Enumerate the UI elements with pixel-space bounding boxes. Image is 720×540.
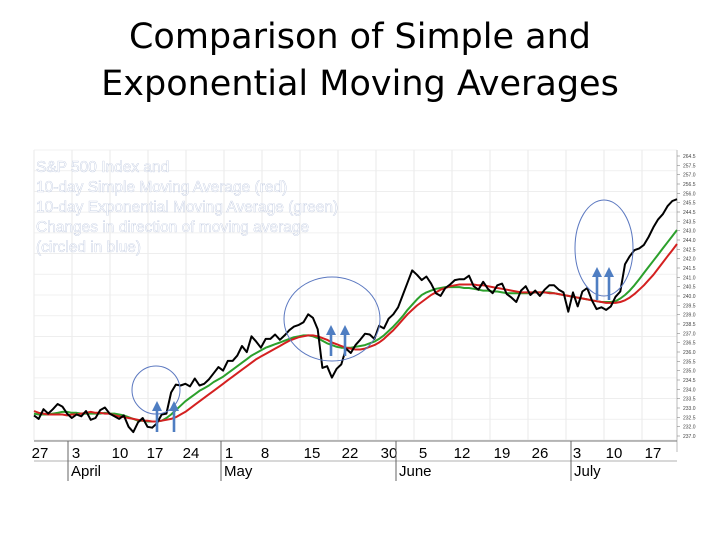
chart-series <box>33 198 678 434</box>
price-tick-label: 235.5 <box>683 359 696 365</box>
price-tick-label: 235.0 <box>683 369 696 375</box>
price-tick-label: 244.0 <box>683 238 696 244</box>
day-tick-label: 12 <box>454 445 471 462</box>
price-tick-label: 232.5 <box>683 415 696 421</box>
circle-july <box>574 199 634 297</box>
price-tick-label: 256.5 <box>683 182 696 188</box>
price-tick-label: 233.5 <box>683 397 696 403</box>
day-tick-label: 24 <box>183 445 200 462</box>
direction-change-arrow <box>152 401 162 432</box>
price-tick-label: 243.5 <box>683 219 696 225</box>
arrow-head <box>340 325 350 335</box>
month-tick-label: June <box>399 463 432 480</box>
price-tick-label: 242.5 <box>683 247 696 253</box>
price-tick-label: 237.0 <box>683 331 696 337</box>
day-tick-label: 10 <box>606 445 623 462</box>
slide-title: Comparison of Simple and Exponential Mov… <box>0 14 720 108</box>
day-tick-label: 17 <box>645 445 662 462</box>
direction-change-arrow <box>326 325 336 356</box>
day-tick-label: 19 <box>494 445 511 462</box>
price-tick-label: 257.5 <box>683 163 696 169</box>
circle-may <box>283 276 381 362</box>
price-tick-label: 238.5 <box>683 322 696 328</box>
price-tick-label: 243.0 <box>683 229 696 235</box>
price-tick-label: 233.0 <box>683 406 696 412</box>
legend-line-5: (circled in blue) <box>36 239 141 256</box>
chart-grid <box>33 149 678 452</box>
price-tick-label: 236.5 <box>683 341 696 347</box>
arrow-head <box>326 325 336 335</box>
legend-line-2: 10-day Simple Moving Average (red) <box>36 179 287 196</box>
price-tick-label: 239.5 <box>683 303 696 309</box>
arrow-head <box>592 267 602 277</box>
sp500-index-line <box>33 198 678 434</box>
price-tick-label: 239.0 <box>683 313 696 319</box>
day-tick-label: 30 <box>381 445 398 462</box>
month-tick-label: May <box>224 463 253 480</box>
price-tick-label: 241.5 <box>683 266 696 272</box>
chart-image-frame <box>32 148 697 481</box>
price-tick-label: 257.0 <box>683 173 696 179</box>
price-tick-label: 245.5 <box>683 201 696 207</box>
price-tick-label: 240.0 <box>683 294 696 300</box>
month-tick-label: July <box>574 463 601 480</box>
direction-change-arrow <box>592 267 602 300</box>
month-tick-label: April <box>71 463 101 480</box>
direction-change-arrow <box>604 267 614 300</box>
day-tick-label: 1 <box>225 445 233 462</box>
legend-line-4: Changes in direction of moving average <box>36 219 309 236</box>
price-tick-label: 232.0 <box>683 425 696 431</box>
arrow-head <box>604 267 614 277</box>
day-tick-label: 3 <box>72 445 80 462</box>
slide-title-line-1: Comparison of Simple and <box>128 17 592 57</box>
day-tick-label: 17 <box>147 445 164 462</box>
price-tick-label: 236.0 <box>683 350 696 356</box>
direction-change-highlights <box>131 199 634 432</box>
price-tick-label: 234.0 <box>683 387 696 393</box>
price-tick-label: 244.5 <box>683 210 696 216</box>
day-tick-label: 26 <box>532 445 549 462</box>
direction-change-arrow <box>169 401 179 432</box>
arrow-head <box>152 401 162 411</box>
day-tick-label: 27 <box>32 445 49 462</box>
day-tick-label: 5 <box>419 445 427 462</box>
direction-change-arrow <box>340 325 350 356</box>
day-tick-label: 3 <box>573 445 581 462</box>
price-tick-label: 237.0 <box>683 434 696 440</box>
arrow-head <box>169 401 179 411</box>
day-tick-label: 8 <box>261 445 269 462</box>
day-tick-label: 22 <box>342 445 359 462</box>
day-tick-label: 15 <box>304 445 321 462</box>
chart-legend: S&P 500 Index and 10-day Simple Moving Av… <box>36 159 339 256</box>
legend-line-1: S&P 500 Index and <box>36 159 169 176</box>
price-tick-label: 234.5 <box>683 378 696 384</box>
price-tick-label: 240.5 <box>683 285 696 291</box>
day-tick-label: 10 <box>112 445 129 462</box>
price-tick-label: 242.0 <box>683 257 696 263</box>
chart-axes: 27 3 10 17 24 1 8 15 22 30 5 12 19 26 3 10 17 April May Jun… <box>32 154 696 481</box>
price-tick-label: 256.0 <box>683 191 696 197</box>
slide-title-line-2: Exponential Moving Averages <box>101 64 619 104</box>
price-tick-label: 241.0 <box>683 275 696 281</box>
price-tick-label: 264.5 <box>683 154 696 160</box>
legend-line-3: 10-day Exponential Moving Average (green… <box>36 199 338 216</box>
